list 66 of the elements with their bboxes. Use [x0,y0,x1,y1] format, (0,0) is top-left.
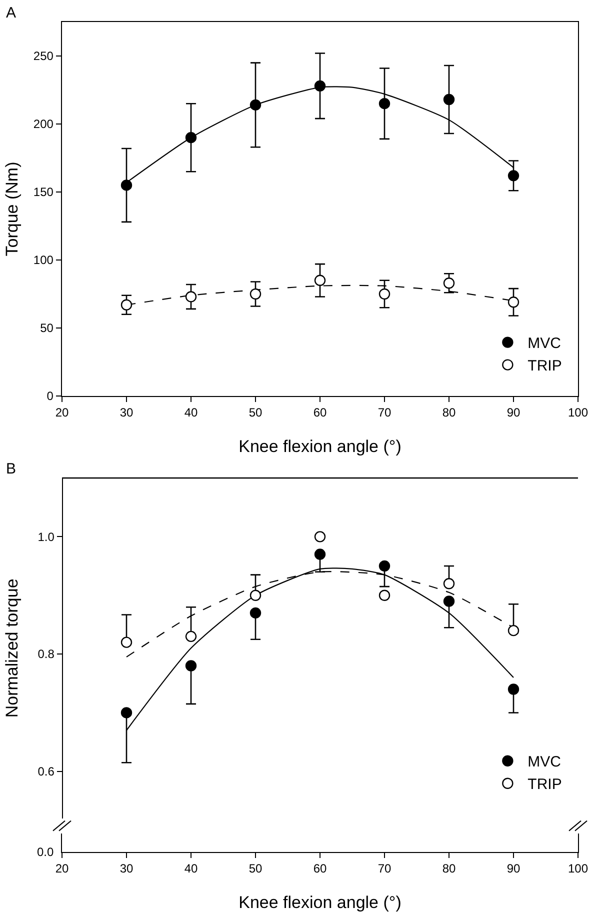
x-tick-label: 90 [506,406,520,420]
point [185,132,197,144]
legend-label: MVC [528,335,562,352]
x-tick-label: 60 [313,862,327,876]
point [443,94,455,106]
point [508,624,520,636]
chart-title: B [6,460,16,478]
point [314,274,326,286]
point [250,607,262,619]
x-tick-label: 60 [313,406,327,420]
x-tick-label: 100 [568,862,588,876]
y-tick-label: 200 [33,117,54,132]
point [120,707,132,718]
x-tick-label: 90 [506,862,520,876]
point [443,596,455,607]
point [314,531,326,542]
y-axis-title: Normalized torque [2,578,22,718]
point [508,296,520,308]
point [185,630,197,642]
point [443,278,455,289]
x-tick-label: 70 [378,406,392,420]
point [120,636,132,648]
x-tick-label: 30 [120,862,134,876]
point [443,578,455,590]
x-tick-label: 70 [378,862,392,876]
x-tick-label: 50 [248,406,262,420]
point [378,288,390,300]
y-axis-title: Torque (Nm) [2,162,22,256]
x-tick-label: 80 [442,406,456,420]
point [250,590,262,601]
point [314,80,326,92]
y-tick-label: 50 [40,321,54,336]
y-tick-label: 0.8 [38,647,55,662]
point [185,291,197,302]
x-axis-title: Knee flexion angle (°) [238,893,402,912]
legend-label: MVC [528,754,562,771]
point [250,99,262,111]
chart-title: A [6,4,16,22]
point [120,299,132,310]
point [378,98,390,110]
point [508,170,520,182]
x-tick-label: 80 [442,862,456,876]
x-tick-label: 20 [55,862,69,876]
y-tick-label: 150 [33,185,54,200]
point [314,548,326,560]
y-tick-label: 0 [46,389,54,404]
x-tick-label: 100 [568,406,588,420]
x-tick-label: 30 [120,406,134,420]
point [185,660,197,672]
point [120,180,132,191]
legend-label: TRIP [528,358,562,375]
x-tick-label: 40 [184,406,198,420]
x-tick-label: 50 [248,862,262,876]
y-tick-label: 1.0 [38,530,55,544]
point [378,590,390,601]
point [250,288,262,300]
y-tick-label: 0.6 [38,764,55,779]
point [378,560,390,572]
point [508,684,520,695]
x-tick-label: 20 [55,406,69,420]
text: 0.0 [37,845,54,859]
x-axis-title: Knee flexion angle (°) [238,437,402,456]
legend-label: TRIP [528,776,562,794]
y-tick-label: 100 [33,253,54,268]
x-tick-label: 40 [184,862,198,876]
y-tick-label: 250 [33,49,54,64]
